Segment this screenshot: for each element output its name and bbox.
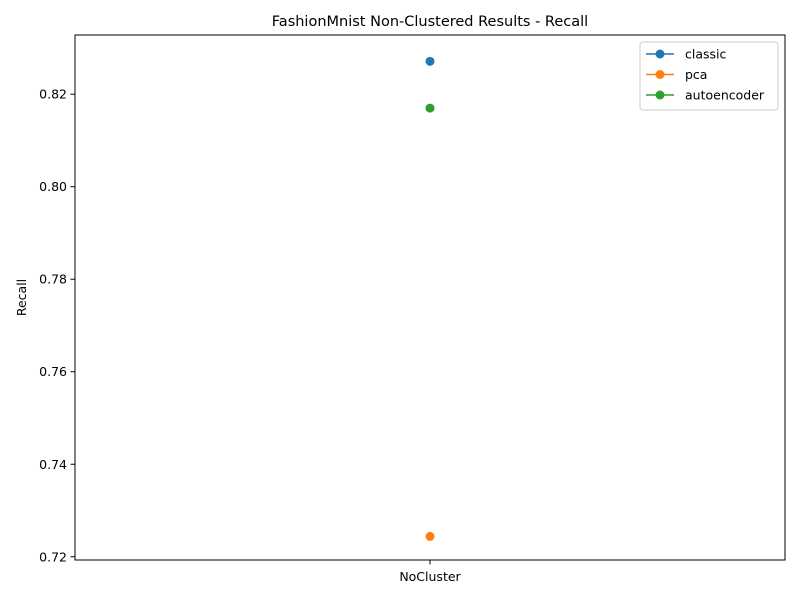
plot-area [74,34,786,561]
y-tick-label: 0.82 [39,87,67,102]
y-tick-label: 0.80 [39,179,67,194]
legend-frame [639,41,779,111]
data-point-classic [425,56,435,66]
legend-marker [655,70,665,79]
x-tick-label: NoCluster [399,569,461,584]
legend-label: classic [685,47,727,62]
series-layer [425,56,435,541]
y-axis-label: Recall [14,279,29,316]
legend-marker [655,90,665,100]
series-pca [425,531,435,541]
data-point-pca [425,531,435,541]
legend-label: pca [685,67,707,82]
legend-item-pca: pca [646,67,707,82]
legend-item-autoencoder: autoencoder [646,88,765,103]
data-point-autoencoder [425,103,435,113]
series-classic [425,56,435,66]
legend-item-classic: classic [646,47,727,62]
x-axis: NoCluster [399,560,462,584]
legend-label: autoencoder [685,88,765,103]
y-tick-label: 0.78 [39,272,67,287]
y-tick-label: 0.76 [39,364,67,379]
series-autoencoder [425,103,435,113]
chart-title: FashionMnist Non-Clustered Results - Rec… [272,14,588,30]
legend: classic pca autoencoder [639,41,779,111]
y-tick-label: 0.74 [39,457,67,472]
y-tick-label: 0.72 [39,549,67,564]
legend-marker [655,49,665,59]
y-axis: 0.72 0.74 0.76 0.78 0.80 0.82 [39,87,75,564]
